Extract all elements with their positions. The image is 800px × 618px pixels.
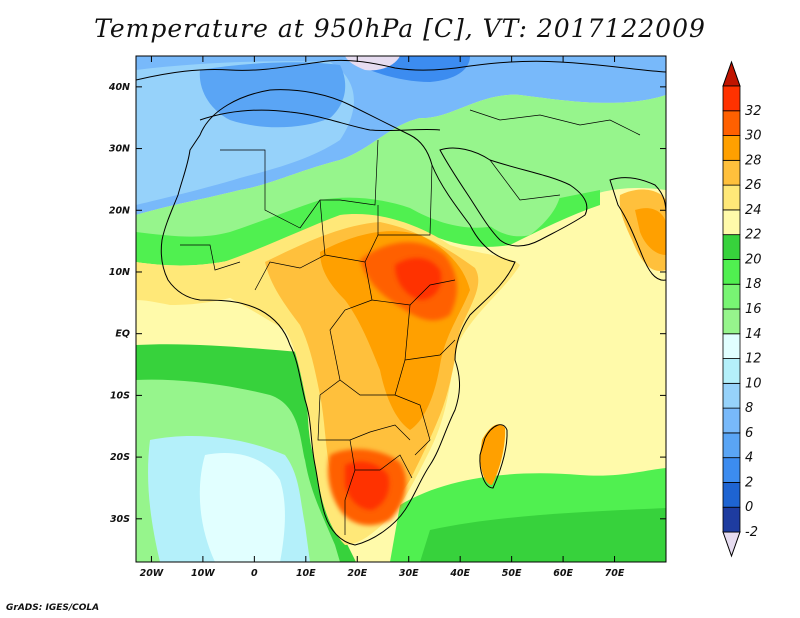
field-arabia-green [468,164,561,237]
lon-tick-label: 20E [347,568,367,579]
lon-tick-label: 10W [191,568,215,579]
europe-coast [136,59,666,81]
country-borders [180,109,641,535]
colorbar-level-label: 6 [745,426,753,441]
border-line [489,159,561,201]
colorbar-level-label: 0 [745,500,753,515]
border-line [469,109,641,136]
border-line [404,339,456,361]
colorbar-level-label: 2 [745,475,753,490]
field-gulf-guinea [136,258,255,305]
india-coastline [609,177,666,281]
lat-tick-label: 10S [110,390,130,401]
colorbar-level-label: 28 [745,153,762,168]
colorbar-swatch [722,407,741,434]
field-sahel-green [136,190,600,266]
lon-tick-label: 70E [605,568,625,579]
longitude-axis: 20W 10W 0 10E 20E 30E 40E 50E 60E 70E [140,56,625,579]
colorbar-swatch [722,110,741,136]
colorbar-level-label: 4 [745,451,753,466]
colorbar-level-label: 24 [745,203,762,218]
lat-tick-label: EQ [115,329,130,340]
temperature-field [136,56,666,562]
colorbar-swatch [722,184,741,211]
border-line [180,244,241,271]
mediterranean-coast [199,109,441,132]
border-line [394,394,431,456]
colorbar-swatch [722,333,741,359]
colorbar-level-label: 10 [745,376,762,391]
colorbar-swatch [722,283,741,310]
colorbar-swatch [722,135,741,161]
latitude-axis: 40N 30N 20N 10N EQ 10S 20S 30S [108,82,666,525]
colorbar-level-label: 12 [745,352,762,367]
credit-footer: GrADS: IGES/COLA [6,603,100,613]
chart-title: Temperature at 950hPa [C], VT: 201712200… [94,14,706,43]
border-line [220,149,301,229]
lat-tick-label: 30S [110,514,130,525]
colorbar-level-label: 20 [745,252,762,267]
lat-tick-label: 10N [109,267,130,278]
lon-tick-label: 10E [296,568,316,579]
border-line [349,439,413,479]
border-line [344,469,356,535]
colorbar-level-label: 22 [745,228,762,243]
lat-tick-label: 20N [109,205,130,216]
colorbar-swatch [722,159,741,186]
plot-frame [135,55,667,563]
colorbar-over-triangle [722,60,741,87]
lat-tick-label: 30N [109,144,130,155]
lon-tick-label: 40E [449,568,470,579]
field-north-deepblue [199,62,346,128]
colorbar-swatch [722,457,741,483]
colorbar-swatch [722,308,741,335]
coastlines [136,59,666,546]
lat-tick-label: 40N [108,82,130,93]
border-line [254,199,326,291]
colorbar-level-label: 16 [745,302,762,317]
madagascar-coastline [479,424,508,489]
border-line [329,299,411,396]
colorbar-level-label: 32 [745,104,762,119]
border-line [299,139,379,229]
border-line [377,164,433,236]
colorbar-under-triangle [722,531,741,558]
colorbar-swatch [722,382,741,409]
field-madagascar [480,424,506,485]
field-east-africa-max [395,258,442,300]
colorbar-swatch [722,259,741,285]
colorbar-level-label: 14 [745,327,762,342]
colorbar-level-label: 26 [745,178,762,193]
field-south-indian-darkgreen [420,508,666,562]
lon-tick-label: 0 [251,568,258,579]
colorbar-swatch [722,234,741,260]
lon-tick-label: 50E [502,568,522,579]
colorbar-swatch [722,209,741,236]
colorbar-swatch [722,506,741,533]
lon-tick-label: 60E [553,568,573,579]
colorbar-swatch [722,482,741,508]
lat-tick-label: 20S [110,452,130,463]
africa-coastline [160,89,516,546]
colorbar-swatch [722,432,741,459]
lon-tick-label: 20W [140,568,164,579]
colorbar-swatch [722,358,741,384]
field-india-hot [635,208,666,255]
field-south-atlantic-pale [199,452,285,562]
colorbar-level-label: 30 [745,129,762,144]
colorbar-swatch [722,85,741,112]
arabia-coastline [439,147,588,247]
colorbar-level-label: -2 [745,525,758,540]
lon-tick-label: 30E [399,568,419,579]
field-south-africa-max [345,461,390,510]
colorbar-level-label: 8 [745,401,753,416]
colorbar-level-label: 18 [745,277,762,292]
